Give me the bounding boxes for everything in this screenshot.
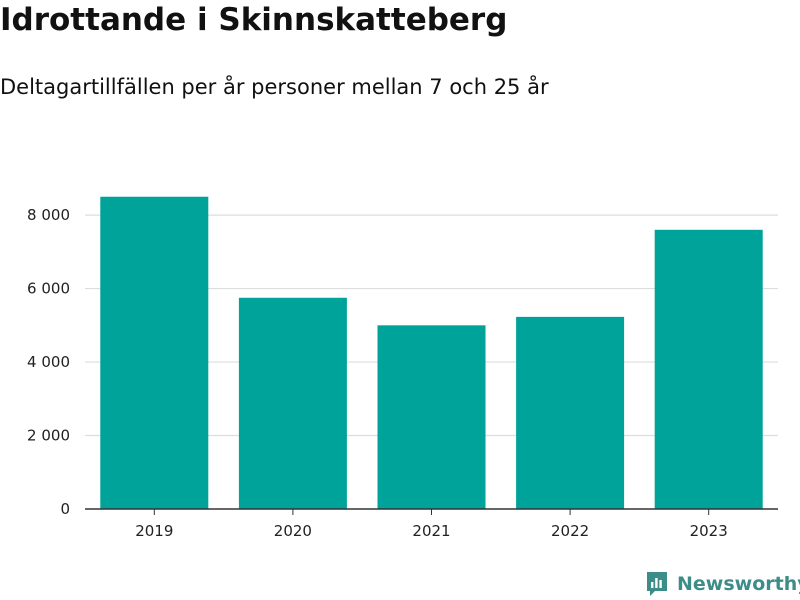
bar-2022 [516, 316, 625, 509]
bars [100, 196, 763, 510]
bar-2020 [238, 297, 347, 509]
x-tick-label: 2020 [274, 522, 312, 540]
x-tick-label: 2022 [551, 522, 589, 540]
bar-2023 [654, 229, 763, 510]
brand-name: Newsworthy [677, 573, 800, 595]
y-tick-label: 6 000 [27, 280, 70, 298]
newsworthy-logo-icon [647, 572, 667, 596]
chart-subtitle: Deltagartillfällen per år personer mella… [0, 75, 549, 99]
x-tick-label: 2019 [135, 522, 173, 540]
y-tick-label: 0 [60, 500, 70, 518]
brand-logo: Newsworthy [645, 570, 800, 598]
x-tick-label: 2021 [412, 522, 450, 540]
y-tick-label: 8 000 [27, 206, 70, 224]
y-tick-label: 4 000 [27, 353, 70, 371]
y-tick-label: 2 000 [27, 427, 70, 445]
bar-2021 [377, 325, 486, 509]
chart-title: Idrottande i Skinnskatteberg [0, 2, 508, 38]
x-tick-label: 2023 [690, 522, 728, 540]
bar-2019 [100, 196, 209, 509]
axes: 0 2 000 4 000 6 000 8 000 2019 2020 2021 2022 202… [27, 206, 778, 540]
